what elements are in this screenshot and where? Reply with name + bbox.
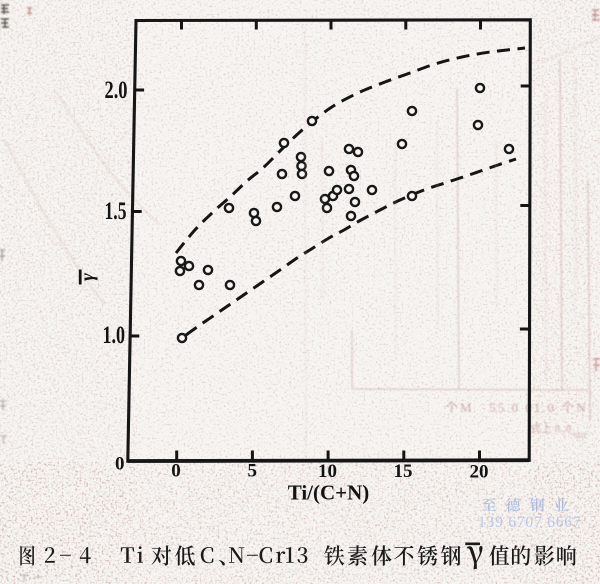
svg-text:γ: γ: [78, 273, 99, 281]
svg-text:个M 55.0 01.0 个N: 个M 55.0 01.0 个N: [445, 400, 588, 415]
svg-text:20: 20: [470, 462, 489, 483]
svg-text:0: 0: [115, 454, 125, 475]
svg-text:0: 0: [171, 461, 181, 482]
svg-text:15: 15: [394, 461, 413, 482]
svg-text:5: 5: [248, 461, 258, 482]
svg-text:1.5: 1.5: [105, 198, 127, 225]
svg-text:1.0: 1.0: [103, 322, 126, 349]
svg-text:139 6707 6667: 139 6707 6667: [478, 514, 581, 531]
svg-text:Ti/(C+N): Ti/(C+N): [288, 481, 370, 505]
svg-text:式上 8.,0: 式上 8.,0: [530, 422, 572, 435]
svg-text:10: 10: [318, 461, 337, 482]
svg-text:2.0: 2.0: [105, 77, 128, 104]
